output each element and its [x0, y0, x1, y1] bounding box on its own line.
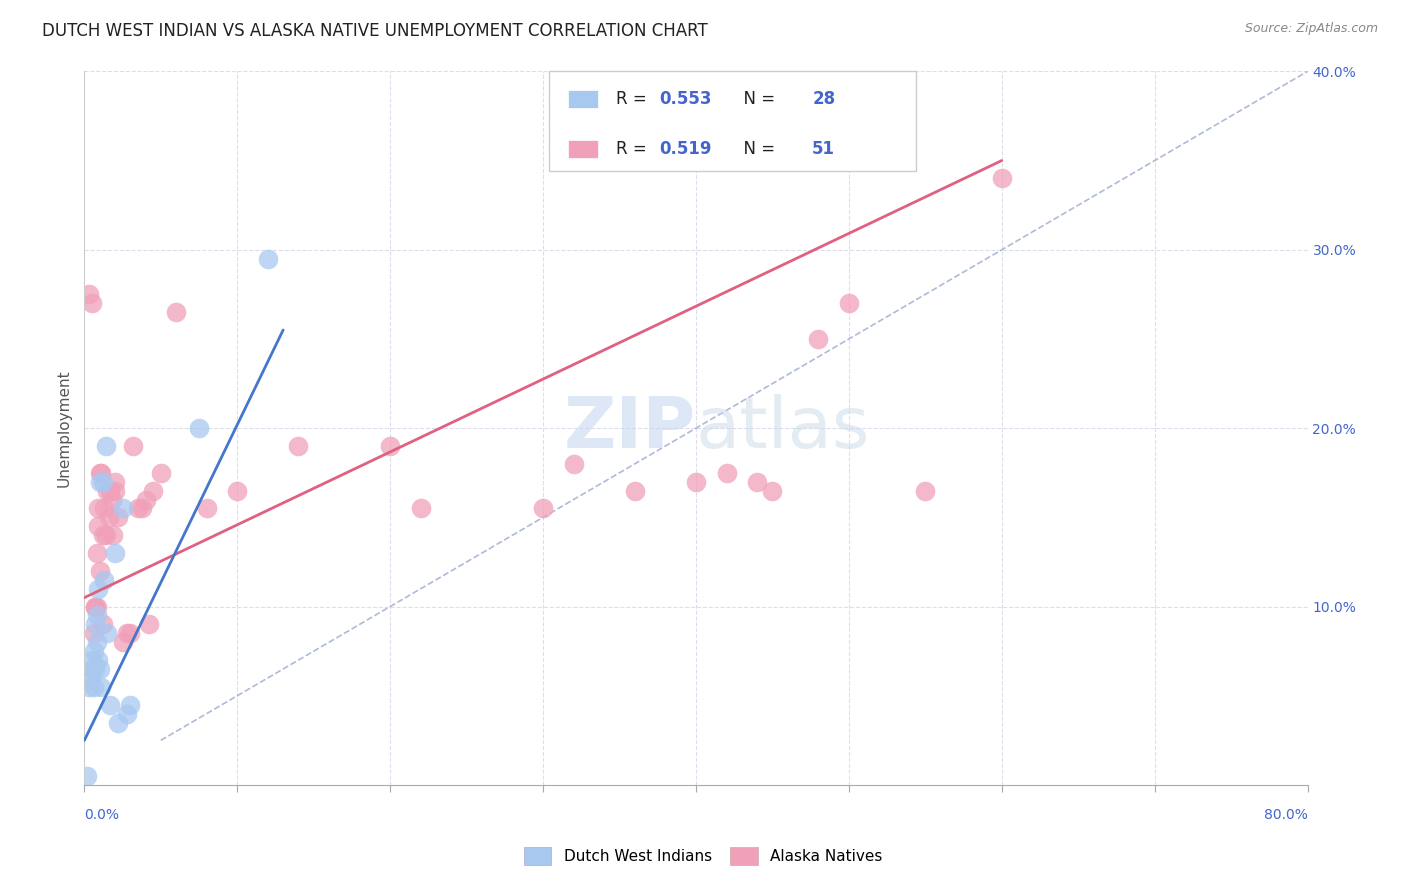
Point	[97, 510, 120, 524]
Point	[257, 252, 280, 266]
Point	[83, 644, 105, 658]
Point	[87, 501, 110, 516]
Point	[101, 492, 124, 507]
Point	[91, 528, 114, 542]
Point	[624, 483, 647, 498]
Point	[914, 483, 936, 498]
Point	[107, 715, 129, 730]
Point	[685, 475, 707, 489]
Point	[91, 617, 114, 632]
Point	[94, 439, 117, 453]
Point	[991, 171, 1014, 186]
Point	[91, 475, 114, 489]
Point	[111, 501, 134, 516]
Point	[89, 662, 111, 676]
Point	[104, 483, 127, 498]
Point	[165, 305, 187, 319]
Point	[96, 483, 118, 498]
Point	[562, 457, 585, 471]
Point	[127, 501, 149, 516]
Point	[120, 698, 142, 712]
Point	[131, 501, 153, 516]
Point	[94, 528, 117, 542]
Point	[409, 501, 432, 516]
Text: R =: R =	[616, 90, 652, 108]
Point	[226, 483, 249, 498]
Point	[107, 510, 129, 524]
Point	[79, 671, 101, 685]
Point	[80, 653, 103, 667]
Y-axis label: Unemployment: Unemployment	[56, 369, 72, 487]
Point	[90, 466, 112, 480]
Point	[86, 599, 108, 614]
Text: ZIP: ZIP	[564, 393, 696, 463]
Point	[80, 662, 103, 676]
FancyBboxPatch shape	[550, 71, 917, 171]
Text: R =: R =	[616, 140, 652, 158]
Text: 80.0%: 80.0%	[1264, 808, 1308, 822]
Point	[84, 662, 107, 676]
Text: Source: ZipAtlas.com: Source: ZipAtlas.com	[1244, 22, 1378, 36]
Point	[761, 483, 783, 498]
Point	[103, 528, 125, 542]
Point	[807, 332, 830, 346]
Text: 0.553: 0.553	[659, 90, 711, 108]
Point	[90, 680, 112, 694]
Point	[104, 546, 127, 560]
Point	[84, 599, 107, 614]
Text: 28: 28	[813, 90, 835, 108]
Point	[111, 635, 134, 649]
Point	[83, 626, 105, 640]
Point	[93, 501, 115, 516]
Text: N =: N =	[733, 90, 780, 108]
Point	[87, 519, 110, 533]
Text: 51: 51	[813, 140, 835, 158]
Point	[122, 439, 145, 453]
Point	[86, 546, 108, 560]
Point	[287, 439, 309, 453]
Legend: Dutch West Indians, Alaska Natives: Dutch West Indians, Alaska Natives	[517, 841, 889, 871]
Point	[135, 492, 157, 507]
Point	[86, 608, 108, 623]
Text: atlas: atlas	[696, 393, 870, 463]
Point	[87, 653, 110, 667]
Point	[86, 635, 108, 649]
Point	[98, 698, 121, 712]
Point	[87, 582, 110, 596]
Text: N =: N =	[733, 140, 780, 158]
Point	[104, 475, 127, 489]
Text: 0.0%: 0.0%	[84, 808, 120, 822]
Point	[89, 564, 111, 578]
Point	[76, 769, 98, 783]
Point	[747, 475, 769, 489]
Point	[838, 296, 860, 310]
Point	[89, 466, 111, 480]
Point	[380, 439, 402, 453]
Point	[138, 617, 160, 632]
Point	[93, 573, 115, 587]
Text: DUTCH WEST INDIAN VS ALASKA NATIVE UNEMPLOYMENT CORRELATION CHART: DUTCH WEST INDIAN VS ALASKA NATIVE UNEMP…	[42, 22, 709, 40]
Point	[115, 626, 138, 640]
Point	[115, 706, 138, 721]
FancyBboxPatch shape	[568, 90, 598, 108]
Text: 0.519: 0.519	[659, 140, 711, 158]
Point	[80, 296, 103, 310]
Point	[188, 421, 211, 435]
Point	[77, 287, 100, 301]
Point	[149, 466, 172, 480]
Point	[98, 483, 121, 498]
Point	[96, 626, 118, 640]
Point	[716, 466, 738, 480]
Point	[531, 501, 554, 516]
Point	[142, 483, 165, 498]
FancyBboxPatch shape	[568, 140, 598, 158]
Point	[77, 680, 100, 694]
Point	[89, 475, 111, 489]
Point	[84, 599, 107, 614]
Point	[120, 626, 142, 640]
Point	[195, 501, 218, 516]
Point	[83, 680, 105, 694]
Point	[84, 617, 107, 632]
